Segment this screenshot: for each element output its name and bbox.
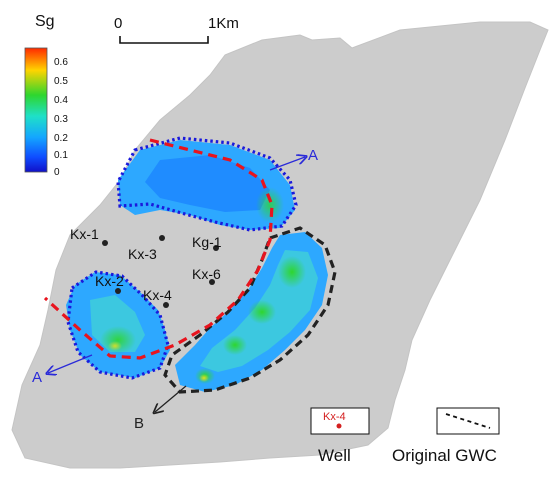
legend-tick: 0.4	[54, 95, 68, 106]
well-kg-1: Kg-1	[192, 234, 222, 251]
well-label: Kx-6	[192, 266, 221, 282]
well-legend-label: Well	[318, 446, 351, 465]
gas-saturation-southwest	[66, 272, 170, 378]
trap-outline-southwest	[66, 270, 170, 380]
trap-outline-north	[116, 136, 298, 232]
well-legend-sample: Kx-4	[323, 411, 346, 423]
legend-tick: 0.2	[54, 133, 68, 144]
section-line-b: B	[134, 385, 187, 432]
gas-saturation-southeast	[175, 232, 328, 392]
legend-tick: 0	[54, 167, 60, 178]
well-label: Kg-1	[192, 234, 222, 250]
legend-tick: 0.3	[54, 114, 68, 125]
well-label: Kx-4	[143, 287, 172, 303]
section-a-label-2: A	[308, 147, 318, 164]
legend-tick: 0.6	[54, 57, 68, 68]
section-line-a: A A	[32, 147, 318, 386]
well-kx-3: Kx-3	[128, 235, 165, 262]
original-gwc-line	[43, 138, 274, 360]
scale-end-label: 1Km	[208, 15, 239, 32]
well-kx-4: Kx-4	[143, 287, 172, 308]
saturation-legend: Sg 0.6 0.5 0.4 0.3 0.2 0.1 0	[24, 13, 68, 178]
section-b-label: B	[134, 415, 144, 432]
color-bar	[24, 47, 48, 173]
legend-tick: 0.1	[54, 150, 68, 161]
well-kx-2: Kx-2	[95, 273, 124, 294]
well-kx-6: Kx-6	[192, 266, 221, 285]
section-a-label-1: A	[32, 369, 42, 386]
well-kx-1: Kx-1	[70, 226, 108, 246]
legend-title: Sg	[35, 13, 55, 30]
scale-start-label: 0	[114, 15, 122, 32]
legend-tick: 0.5	[54, 76, 68, 87]
well-legend-box	[310, 407, 370, 435]
well-label: Kx-2	[95, 273, 124, 289]
scale-bar: 0 1Km	[114, 15, 239, 44]
well-label: Kx-3	[128, 246, 157, 262]
well-label: Kx-1	[70, 226, 99, 242]
map-legend: Kx-4 Well Original GWC	[310, 407, 500, 465]
gwc-legend-label: Original GWC	[392, 446, 497, 465]
